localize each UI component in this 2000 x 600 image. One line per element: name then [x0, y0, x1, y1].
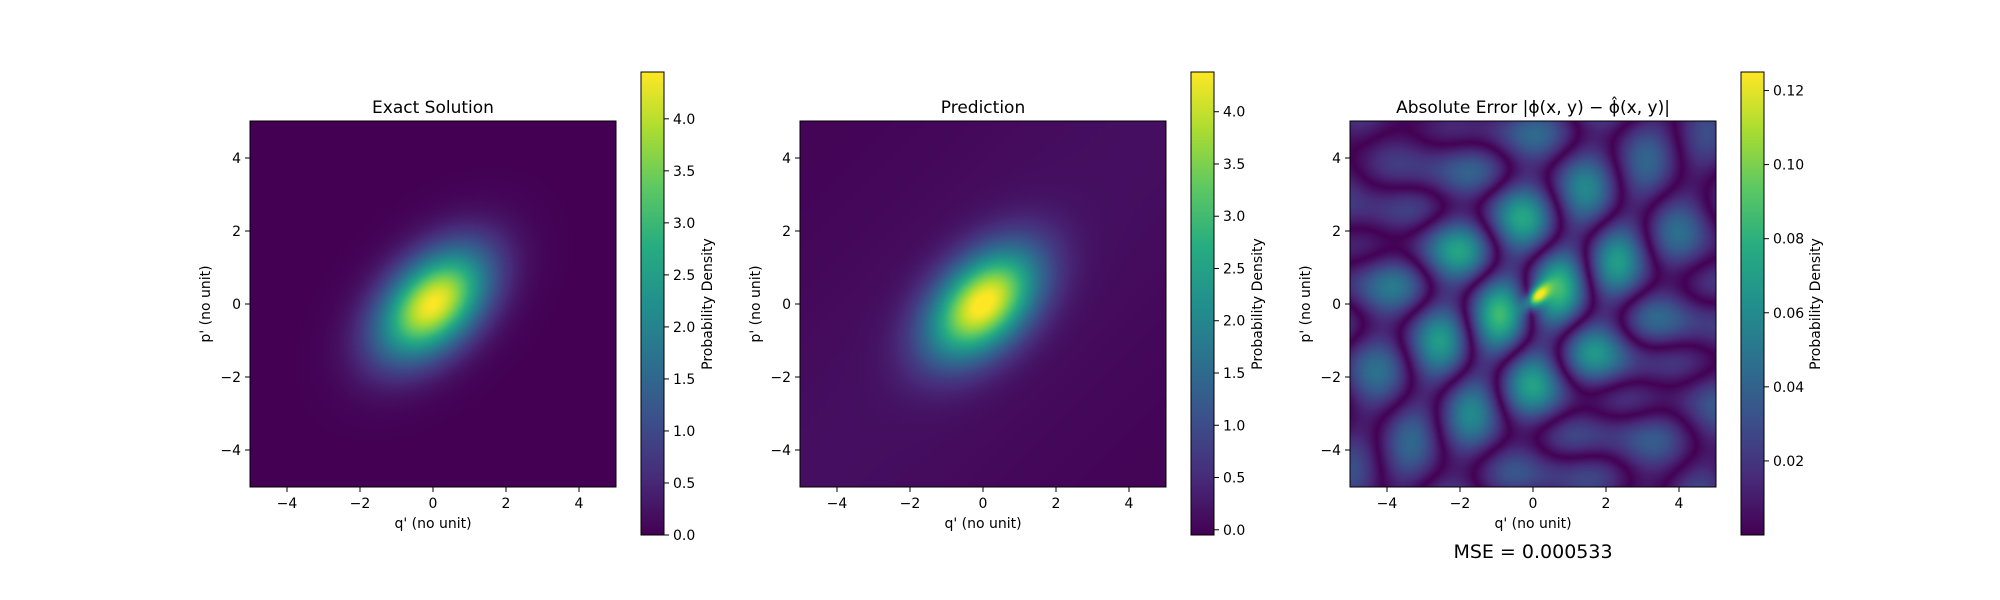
colorbar-frame	[640, 71, 665, 536]
y-tick-label: 0	[782, 297, 791, 313]
colorbar-tick-label: 1.0	[673, 424, 695, 440]
colorbar: 0.0 0.5 1.0 1.5 2.0 2.5 3.0 3.5 4.0 Probability …	[640, 71, 716, 544]
colorbar-tick-label: 3.5	[1223, 157, 1245, 173]
y-tick-label: 2	[232, 224, 241, 240]
x-tick-label: 2	[1602, 496, 1611, 512]
colorbar-tick-label: 0.5	[1223, 471, 1245, 487]
x-tick-label: −2	[350, 496, 371, 512]
y-tick-label: 4	[782, 151, 791, 167]
heatmap-image	[800, 121, 1166, 487]
panel-absolute-error: Absolute Error |ϕ(x, y) − ϕ̂(x, y)| −4 −…	[1298, 71, 1824, 563]
colorbar-tick-label: 3.0	[1223, 209, 1245, 225]
y-tick-label: 2	[782, 224, 791, 240]
y-axis-label: p' (no unit)	[1298, 265, 1314, 342]
heatmap-image	[1350, 121, 1716, 487]
y-axis-label: p' (no unit)	[198, 265, 214, 342]
mse-annotation: MSE = 0.000533	[1453, 541, 1612, 563]
colorbar-tick-label: 3.5	[673, 164, 695, 180]
x-tick-label: −4	[277, 496, 298, 512]
colorbar-tick-label: 3.0	[673, 216, 695, 232]
colorbar-tick-label: 1.0	[1223, 418, 1245, 434]
colorbar-gradient	[1191, 72, 1214, 535]
colorbar-tick-label: 0.10	[1773, 158, 1804, 174]
y-axis-label: p' (no unit)	[748, 265, 764, 342]
x-tick-label: 0	[429, 496, 438, 512]
panel-title: Prediction	[941, 98, 1025, 118]
y-tick-label: 4	[1332, 151, 1341, 167]
x-tick-label: −4	[1377, 496, 1398, 512]
panel-title: Absolute Error |ϕ(x, y) − ϕ̂(x, y)|	[1396, 95, 1670, 118]
colorbar-tick-label: 1.5	[673, 372, 695, 388]
colorbar-frame	[1740, 71, 1765, 536]
colorbar: 0.0 0.5 1.0 1.5 2.0 2.5 3.0 3.5 4.0 Probability …	[1190, 71, 1266, 539]
x-tick-label: 0	[979, 496, 988, 512]
y-axis: −4 −2 0 2 4 p' (no unit)	[1298, 151, 1350, 459]
colorbar-tick-label: 4.0	[673, 112, 695, 128]
colorbar-ticks: 0.02 0.04 0.06 0.08 0.10 0.12	[1764, 84, 1804, 470]
x-axis: −4 −2 0 2 4 q' (no unit)	[827, 487, 1134, 532]
colorbar-tick-label: 2.5	[673, 268, 695, 284]
x-axis-label: q' (no unit)	[1494, 516, 1571, 532]
colorbar-gradient	[1741, 72, 1764, 535]
y-tick-label: 2	[1332, 224, 1341, 240]
colorbar-tick-label: 0.04	[1773, 380, 1804, 396]
y-tick-label: −2	[220, 370, 241, 386]
y-tick-label: −4	[1320, 443, 1341, 459]
y-tick-label: −4	[770, 443, 791, 459]
colorbar-tick-label: 0.0	[1223, 523, 1245, 539]
colorbar-tick-label: 4.0	[1223, 105, 1245, 121]
x-axis-label: q' (no unit)	[944, 516, 1021, 532]
y-tick-label: 0	[1332, 297, 1341, 313]
heatmap-image	[250, 121, 616, 487]
colorbar-tick-label: 1.5	[1223, 366, 1245, 382]
x-tick-label: 4	[1675, 496, 1684, 512]
colorbar-label: Probability Density	[1250, 238, 1266, 370]
panel-prediction: Prediction −4 −2 0 2 4 q' (no unit) −4 −…	[748, 71, 1266, 539]
x-tick-label: −4	[827, 496, 848, 512]
colorbar-label: Probability Density	[700, 238, 716, 370]
x-tick-label: 0	[1529, 496, 1538, 512]
colorbar-frame	[1190, 71, 1215, 536]
x-tick-label: 4	[1125, 496, 1134, 512]
x-tick-label: −2	[900, 496, 921, 512]
colorbar-gradient	[641, 72, 664, 535]
y-axis: −4 −2 0 2 4 p' (no unit)	[198, 151, 250, 459]
colorbar-label: Probability Density	[1808, 238, 1824, 370]
colorbar-tick-label: 0.08	[1773, 232, 1804, 248]
y-tick-label: −2	[770, 370, 791, 386]
x-axis: −4 −2 0 2 4 q' (no unit)	[277, 487, 584, 532]
y-axis: −4 −2 0 2 4 p' (no unit)	[748, 151, 800, 459]
colorbar-tick-label: 2.0	[1223, 314, 1245, 330]
colorbar: 0.02 0.04 0.06 0.08 0.10 0.12 Probability Den…	[1740, 71, 1824, 536]
x-tick-label: 4	[575, 496, 584, 512]
colorbar-tick-label: 0.0	[673, 528, 695, 544]
y-tick-label: 4	[232, 151, 241, 167]
y-tick-label: 0	[232, 297, 241, 313]
y-tick-label: −2	[1320, 370, 1341, 386]
colorbar-ticks: 0.0 0.5 1.0 1.5 2.0 2.5 3.0 3.5 4.0	[1214, 105, 1245, 539]
panel-exact: Exact Solution −4 −2 0 2 4 q' (no unit) …	[198, 71, 716, 544]
colorbar-tick-label: 2.5	[1223, 261, 1245, 277]
colorbar-tick-label: 0.02	[1773, 454, 1804, 470]
colorbar-tick-label: 0.5	[673, 476, 695, 492]
x-axis: −4 −2 0 2 4 q' (no unit)	[1377, 487, 1684, 532]
x-tick-label: 2	[502, 496, 511, 512]
colorbar-tick-label: 0.06	[1773, 306, 1804, 322]
x-tick-label: 2	[1052, 496, 1061, 512]
y-tick-label: −4	[220, 443, 241, 459]
panel-title: Exact Solution	[372, 98, 494, 118]
colorbar-tick-label: 0.12	[1773, 84, 1804, 100]
x-tick-label: −2	[1450, 496, 1471, 512]
colorbar-ticks: 0.0 0.5 1.0 1.5 2.0 2.5 3.0 3.5 4.0	[664, 112, 695, 544]
x-axis-label: q' (no unit)	[394, 516, 471, 532]
colorbar-tick-label: 2.0	[673, 320, 695, 336]
